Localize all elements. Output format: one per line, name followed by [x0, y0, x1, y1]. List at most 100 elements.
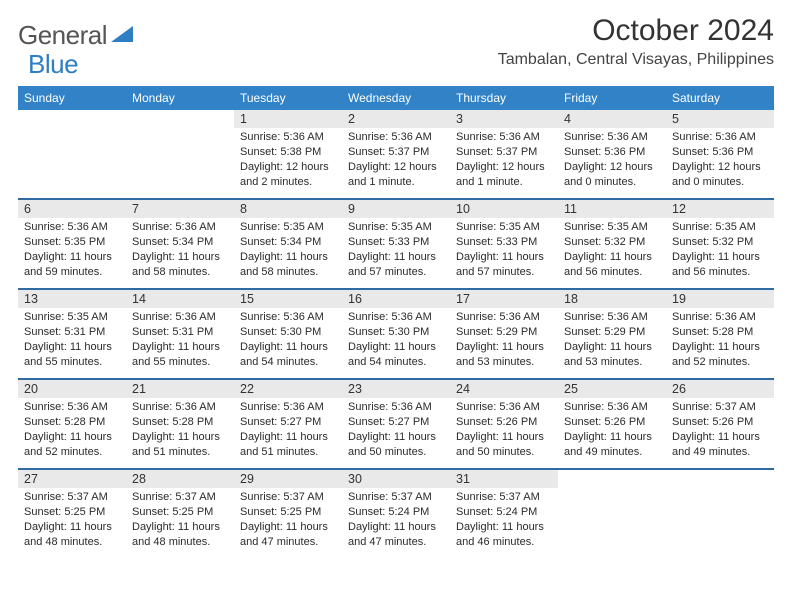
sunset-line: Sunset: 5:33 PM [456, 235, 552, 250]
sunset-line: Sunset: 5:37 PM [456, 145, 552, 160]
sunset-line: Sunset: 5:31 PM [132, 325, 228, 340]
calendar-cell: 10Sunrise: 5:35 AMSunset: 5:33 PMDayligh… [450, 200, 558, 288]
day-details: Sunrise: 5:37 AMSunset: 5:24 PMDaylight:… [342, 488, 450, 555]
sunrise-line: Sunrise: 5:35 AM [348, 220, 444, 235]
day-number: 17 [450, 290, 558, 308]
day-details: Sunrise: 5:36 AMSunset: 5:29 PMDaylight:… [450, 308, 558, 375]
sunset-line: Sunset: 5:37 PM [348, 145, 444, 160]
day-number: 25 [558, 380, 666, 398]
day-number: 12 [666, 200, 774, 218]
daylight-line: Daylight: 11 hours and 48 minutes. [24, 520, 120, 550]
week-row: 20Sunrise: 5:36 AMSunset: 5:28 PMDayligh… [18, 380, 774, 470]
daylight-line: Daylight: 11 hours and 49 minutes. [564, 430, 660, 460]
day-number [666, 470, 774, 488]
daylight-line: Daylight: 12 hours and 2 minutes. [240, 160, 336, 190]
daylight-line: Daylight: 11 hours and 55 minutes. [24, 340, 120, 370]
day-number [558, 470, 666, 488]
calendar-cell: 13Sunrise: 5:35 AMSunset: 5:31 PMDayligh… [18, 290, 126, 378]
week-row: 1Sunrise: 5:36 AMSunset: 5:38 PMDaylight… [18, 110, 774, 200]
calendar-cell: 29Sunrise: 5:37 AMSunset: 5:25 PMDayligh… [234, 470, 342, 558]
calendar-cell [18, 110, 126, 198]
daylight-line: Daylight: 11 hours and 47 minutes. [348, 520, 444, 550]
sunrise-line: Sunrise: 5:36 AM [240, 400, 336, 415]
dow-header: Friday [558, 86, 666, 110]
calendar-cell: 11Sunrise: 5:35 AMSunset: 5:32 PMDayligh… [558, 200, 666, 288]
sunset-line: Sunset: 5:29 PM [456, 325, 552, 340]
sunrise-line: Sunrise: 5:36 AM [132, 400, 228, 415]
day-number: 18 [558, 290, 666, 308]
day-details: Sunrise: 5:37 AMSunset: 5:26 PMDaylight:… [666, 398, 774, 465]
calendar-cell: 9Sunrise: 5:35 AMSunset: 5:33 PMDaylight… [342, 200, 450, 288]
sunset-line: Sunset: 5:25 PM [240, 505, 336, 520]
calendar-cell [126, 110, 234, 198]
day-number [18, 110, 126, 128]
day-details: Sunrise: 5:35 AMSunset: 5:32 PMDaylight:… [666, 218, 774, 285]
calendar-cell: 22Sunrise: 5:36 AMSunset: 5:27 PMDayligh… [234, 380, 342, 468]
sunrise-line: Sunrise: 5:37 AM [24, 490, 120, 505]
day-number: 30 [342, 470, 450, 488]
daylight-line: Daylight: 11 hours and 56 minutes. [564, 250, 660, 280]
daylight-line: Daylight: 12 hours and 0 minutes. [672, 160, 768, 190]
dow-header: Tuesday [234, 86, 342, 110]
day-number: 10 [450, 200, 558, 218]
calendar-cell: 23Sunrise: 5:36 AMSunset: 5:27 PMDayligh… [342, 380, 450, 468]
sunset-line: Sunset: 5:28 PM [672, 325, 768, 340]
calendar-cell [558, 470, 666, 558]
daylight-line: Daylight: 11 hours and 56 minutes. [672, 250, 768, 280]
daylight-line: Daylight: 11 hours and 50 minutes. [456, 430, 552, 460]
sunset-line: Sunset: 5:24 PM [456, 505, 552, 520]
daylight-line: Daylight: 11 hours and 48 minutes. [132, 520, 228, 550]
sunrise-line: Sunrise: 5:37 AM [456, 490, 552, 505]
sunset-line: Sunset: 5:32 PM [672, 235, 768, 250]
sunset-line: Sunset: 5:36 PM [564, 145, 660, 160]
sunrise-line: Sunrise: 5:36 AM [132, 310, 228, 325]
calendar-cell: 3Sunrise: 5:36 AMSunset: 5:37 PMDaylight… [450, 110, 558, 198]
sunrise-line: Sunrise: 5:36 AM [456, 400, 552, 415]
day-number: 29 [234, 470, 342, 488]
calendar-cell: 4Sunrise: 5:36 AMSunset: 5:36 PMDaylight… [558, 110, 666, 198]
sunrise-line: Sunrise: 5:36 AM [564, 130, 660, 145]
calendar-cell: 31Sunrise: 5:37 AMSunset: 5:24 PMDayligh… [450, 470, 558, 558]
daylight-line: Daylight: 11 hours and 59 minutes. [24, 250, 120, 280]
sunrise-line: Sunrise: 5:36 AM [240, 130, 336, 145]
daylight-line: Daylight: 12 hours and 1 minute. [456, 160, 552, 190]
calendar-cell: 6Sunrise: 5:36 AMSunset: 5:35 PMDaylight… [18, 200, 126, 288]
day-details: Sunrise: 5:36 AMSunset: 5:26 PMDaylight:… [558, 398, 666, 465]
sunrise-line: Sunrise: 5:37 AM [240, 490, 336, 505]
calendar-cell: 30Sunrise: 5:37 AMSunset: 5:24 PMDayligh… [342, 470, 450, 558]
calendar-cell: 27Sunrise: 5:37 AMSunset: 5:25 PMDayligh… [18, 470, 126, 558]
sunset-line: Sunset: 5:34 PM [132, 235, 228, 250]
day-details: Sunrise: 5:36 AMSunset: 5:30 PMDaylight:… [234, 308, 342, 375]
day-number: 27 [18, 470, 126, 488]
sunset-line: Sunset: 5:29 PM [564, 325, 660, 340]
day-number: 8 [234, 200, 342, 218]
day-details: Sunrise: 5:36 AMSunset: 5:29 PMDaylight:… [558, 308, 666, 375]
daylight-line: Daylight: 12 hours and 1 minute. [348, 160, 444, 190]
day-number: 13 [18, 290, 126, 308]
sunrise-line: Sunrise: 5:36 AM [564, 400, 660, 415]
sunset-line: Sunset: 5:28 PM [132, 415, 228, 430]
sunrise-line: Sunrise: 5:36 AM [24, 400, 120, 415]
sunrise-line: Sunrise: 5:36 AM [456, 310, 552, 325]
day-details: Sunrise: 5:35 AMSunset: 5:31 PMDaylight:… [18, 308, 126, 375]
day-details: Sunrise: 5:35 AMSunset: 5:33 PMDaylight:… [450, 218, 558, 285]
sunrise-line: Sunrise: 5:37 AM [672, 400, 768, 415]
sunrise-line: Sunrise: 5:36 AM [348, 130, 444, 145]
sunset-line: Sunset: 5:35 PM [24, 235, 120, 250]
day-number: 16 [342, 290, 450, 308]
sunset-line: Sunset: 5:27 PM [348, 415, 444, 430]
calendar-cell: 20Sunrise: 5:36 AMSunset: 5:28 PMDayligh… [18, 380, 126, 468]
day-number: 23 [342, 380, 450, 398]
daylight-line: Daylight: 11 hours and 50 minutes. [348, 430, 444, 460]
calendar-cell: 19Sunrise: 5:36 AMSunset: 5:28 PMDayligh… [666, 290, 774, 378]
calendar-cell: 7Sunrise: 5:36 AMSunset: 5:34 PMDaylight… [126, 200, 234, 288]
day-details: Sunrise: 5:36 AMSunset: 5:37 PMDaylight:… [450, 128, 558, 195]
daylight-line: Daylight: 11 hours and 58 minutes. [132, 250, 228, 280]
sunset-line: Sunset: 5:28 PM [24, 415, 120, 430]
daylight-line: Daylight: 11 hours and 54 minutes. [348, 340, 444, 370]
sunset-line: Sunset: 5:33 PM [348, 235, 444, 250]
daylight-line: Daylight: 11 hours and 55 minutes. [132, 340, 228, 370]
calendar-cell: 8Sunrise: 5:35 AMSunset: 5:34 PMDaylight… [234, 200, 342, 288]
daylight-line: Daylight: 11 hours and 57 minutes. [348, 250, 444, 280]
day-number: 11 [558, 200, 666, 218]
